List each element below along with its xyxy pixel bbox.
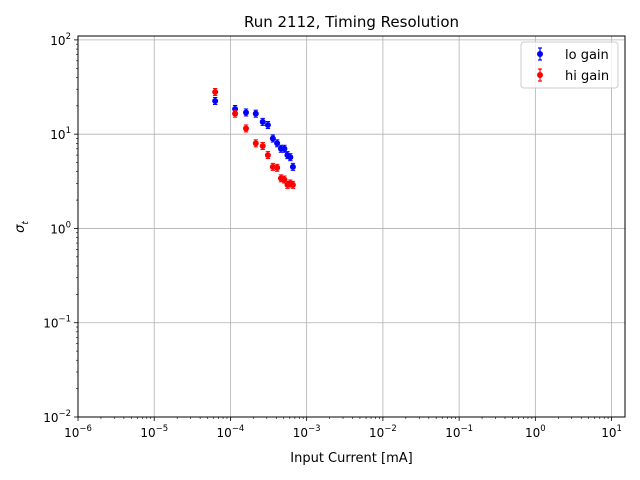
data-point xyxy=(252,140,259,147)
data-point xyxy=(243,125,250,132)
x-tick-label: 10−1 xyxy=(445,424,473,440)
x-axis-label: Input Current [mA] xyxy=(290,451,412,466)
x-tick-label: 100 xyxy=(525,424,546,440)
y-tick-base: 10 xyxy=(43,317,58,331)
y-tick-label: 10−1 xyxy=(43,315,71,331)
series-lo-gain xyxy=(212,96,296,171)
data-point xyxy=(274,140,281,147)
chart-title: Run 2112, Timing Resolution xyxy=(244,13,459,31)
plot-frame xyxy=(77,35,626,418)
x-tick-base: 10 xyxy=(293,426,308,440)
data-point xyxy=(289,181,296,188)
y-tick-exponent: −2 xyxy=(58,409,71,419)
legend-marker-hi-gain xyxy=(537,72,543,78)
x-tick-exponent: −1 xyxy=(461,424,474,434)
x-tick-base: 10 xyxy=(601,426,616,440)
data-point xyxy=(243,109,250,116)
x-tick-exponent: −6 xyxy=(79,424,92,434)
legend-box xyxy=(520,41,619,89)
data-point xyxy=(289,163,296,170)
x-tick-exponent: −3 xyxy=(308,424,321,434)
x-tick-exponent: 1 xyxy=(617,424,622,434)
data-point xyxy=(287,154,294,161)
data-point xyxy=(281,145,288,152)
x-tick-label: 10−2 xyxy=(369,424,397,440)
x-tick-exponent: −5 xyxy=(156,424,169,434)
data-point xyxy=(259,142,266,149)
y-tick-label: 10−2 xyxy=(43,409,71,425)
y-tick-label: 101 xyxy=(50,126,71,142)
x-tick-base: 10 xyxy=(217,426,232,440)
data-point xyxy=(274,164,281,171)
y-tick-exponent: 0 xyxy=(66,220,71,230)
data-point xyxy=(232,110,239,117)
major-ticks xyxy=(74,39,612,421)
x-tick-base: 10 xyxy=(140,426,155,440)
x-tick-base: 10 xyxy=(525,426,540,440)
y-axis-label-symbol: σ xyxy=(13,224,28,233)
data-points xyxy=(212,88,296,189)
y-tick-label: 102 xyxy=(50,32,71,48)
x-tick-exponent: 0 xyxy=(540,424,545,434)
data-point xyxy=(212,97,219,104)
x-tick-label: 10−3 xyxy=(293,424,321,440)
y-axis-label: σt xyxy=(13,221,31,233)
data-point xyxy=(264,122,271,129)
x-tick-base: 10 xyxy=(445,426,460,440)
y-tick-base: 10 xyxy=(50,222,65,236)
data-point xyxy=(212,89,219,96)
x-tick-label: 10−4 xyxy=(217,424,245,440)
legend-label-lo-gain: lo gain xyxy=(565,48,609,63)
x-tick-base: 10 xyxy=(64,426,79,440)
data-point xyxy=(259,118,266,125)
y-tick-base: 10 xyxy=(50,34,65,48)
x-tick-label: 101 xyxy=(601,424,622,440)
x-tick-exponent: −4 xyxy=(232,424,245,434)
y-tick-exponent: 2 xyxy=(66,32,71,42)
legend-marker-lo-gain xyxy=(537,51,543,57)
x-tick-labels: 10−6 10−5 10−4 10−3 10−2 10−1 100 101 xyxy=(64,424,622,440)
y-axis-label-subscript: t xyxy=(21,221,31,225)
x-tick-base: 10 xyxy=(369,426,384,440)
legend-label-hi-gain: hi gain xyxy=(565,69,609,84)
y-tick-exponent: 1 xyxy=(66,126,71,136)
legend: lo gain hi gain xyxy=(520,41,619,89)
x-tick-label: 10−5 xyxy=(140,424,168,440)
data-point xyxy=(269,135,276,142)
y-tick-exponent: −1 xyxy=(58,315,71,325)
data-point xyxy=(252,110,259,117)
x-tick-label: 10−6 xyxy=(64,424,92,440)
x-tick-exponent: −2 xyxy=(384,424,397,434)
y-tick-base: 10 xyxy=(50,128,65,142)
series-hi-gain xyxy=(212,88,296,189)
y-tick-label: 100 xyxy=(50,220,71,236)
legend-entry-hi-gain: hi gain xyxy=(537,68,609,84)
y-tick-base: 10 xyxy=(43,411,58,425)
legend-entry-lo-gain: lo gain xyxy=(537,47,609,63)
data-point xyxy=(264,152,271,159)
